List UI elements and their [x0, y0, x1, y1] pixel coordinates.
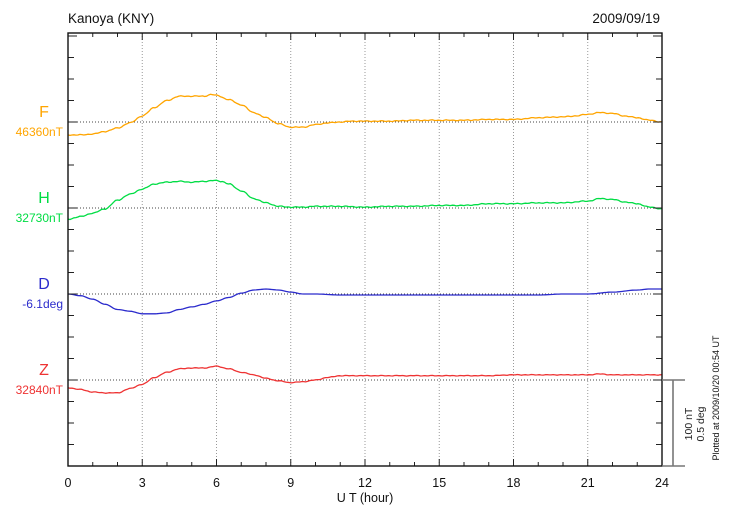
plot-date: 2009/09/19 — [592, 11, 660, 26]
trace-D — [67, 288, 662, 315]
x-tick-label-layer: 0 3 6 9 12 15 18 21 24 — [65, 476, 669, 490]
scale-bar: 100 nT 0.5 deg — [662, 379, 707, 467]
x-tick-label-9: 9 — [287, 476, 294, 490]
trace-layer — [67, 93, 663, 394]
component-value-H: 32730nT — [16, 211, 64, 225]
component-letter-F: F — [39, 104, 49, 121]
trace-F — [67, 93, 662, 137]
x-axis-title: U T (hour) — [337, 491, 394, 505]
trace-H — [67, 179, 663, 221]
x-tick-label-15: 15 — [432, 476, 446, 490]
x-tick-label-12: 12 — [358, 476, 372, 490]
scale-bar-deg-label: 0.5 deg — [695, 406, 707, 441]
x-tick-label-24: 24 — [655, 476, 669, 490]
x-tick-label-6: 6 — [213, 476, 220, 490]
component-label-layer: F 46360nT H 32730nT D -6.1deg Z 32840nT — [16, 104, 64, 397]
grid-layer — [141, 33, 589, 466]
component-value-D: -6.1deg — [22, 297, 63, 311]
x-tick-label-21: 21 — [581, 476, 595, 490]
component-letter-D: D — [38, 276, 50, 293]
x-tick-label-3: 3 — [139, 476, 146, 490]
plotted-at-note: Plotted at 2009/10/20 00:54 UT — [711, 335, 721, 461]
component-value-Z: 32840nT — [16, 383, 64, 397]
plot-frame — [67, 32, 663, 467]
component-letter-H: H — [38, 190, 50, 207]
component-letter-Z: Z — [39, 362, 49, 379]
x-tick-label-18: 18 — [507, 476, 521, 490]
scale-bar-nt-label: 100 nT — [683, 407, 695, 440]
component-value-F: 46360nT — [16, 125, 64, 139]
page-title: Kanoya (KNY) — [68, 11, 154, 26]
baseline-layer — [68, 121, 662, 381]
trace-Z — [67, 365, 663, 394]
x-tick-label-0: 0 — [65, 476, 72, 490]
